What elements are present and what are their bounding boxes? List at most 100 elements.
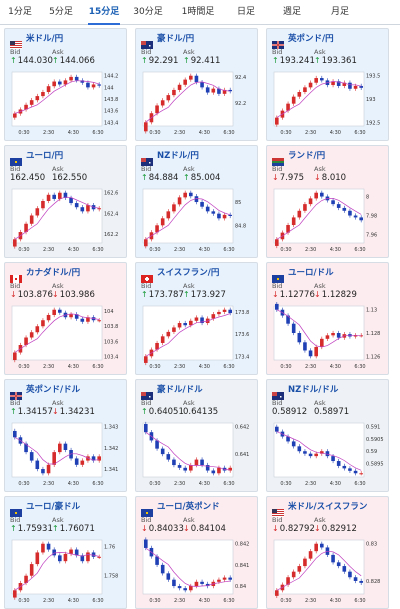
currency-pair-name[interactable]: 豪ドル/ドル bbox=[157, 385, 203, 395]
candle bbox=[205, 206, 210, 212]
x-tick-label: 4:30 bbox=[68, 481, 79, 487]
rate-card[interactable]: ユーロ/円 Bid Ask 162.450 162.550 162.6 162.4 162.2… bbox=[4, 145, 127, 258]
currency-pair-name[interactable]: NZドル/円 bbox=[157, 151, 199, 161]
ask-price: 0.64135 bbox=[183, 407, 218, 418]
rate-card[interactable]: ユーロ/ドル Bid Ask ↓1.12776 ↓1.12829 1.13 1.128 1.1… bbox=[266, 262, 389, 375]
rate-card[interactable]: 米ドル/円 Bid Ask ↑144.030 ↑144.066 144.2 144 143.8… bbox=[4, 28, 127, 141]
candle bbox=[189, 320, 193, 326]
flag-icon bbox=[10, 502, 22, 517]
rate-card[interactable]: 米ドル/スイスフラン Bid Ask ↓0.82792 ↓0.82912 0.83 0.82… bbox=[266, 496, 389, 609]
candle bbox=[211, 211, 216, 214]
rate-card[interactable]: ランド/円 Bid Ask ↓7.975 ↓8.010 8 7.98 7.96 0:30 2:30… bbox=[266, 145, 389, 258]
rate-card-header[interactable]: 英ポンド/円 bbox=[272, 32, 383, 49]
rate-card-header[interactable]: ユーロ/英ポンド bbox=[141, 500, 252, 517]
candle bbox=[24, 223, 28, 233]
tab-2[interactable]: 15分足 bbox=[82, 0, 126, 25]
rate-card-header[interactable]: 豪ドル/円 bbox=[141, 32, 252, 49]
candle bbox=[286, 225, 290, 233]
candle bbox=[320, 78, 324, 81]
tab-0[interactable]: 1分足 bbox=[8, 7, 32, 17]
tab-1[interactable]: 5分足 bbox=[49, 7, 73, 17]
chart-plot-area bbox=[273, 305, 365, 361]
price-chart: 85 84.8 0:30 2:30 4:30 6:30 bbox=[142, 188, 246, 253]
bid-ask-labels: Bid Ask bbox=[272, 282, 383, 290]
candle bbox=[172, 89, 176, 96]
currency-pair-name[interactable]: 米ドル/スイスフラン bbox=[288, 502, 368, 512]
x-tick-label: 4:30 bbox=[330, 130, 341, 136]
x-tick-label: 2:30 bbox=[174, 364, 185, 370]
rate-card-header[interactable]: スイスフラン/円 bbox=[141, 266, 252, 283]
bid-price: ↑144.030 bbox=[10, 56, 53, 67]
rate-card-header[interactable]: 豪ドル/ドル bbox=[141, 383, 252, 400]
candle bbox=[13, 113, 17, 118]
moving-average-line bbox=[276, 198, 362, 240]
candle bbox=[183, 323, 187, 326]
candle bbox=[183, 588, 187, 591]
currency-pair-name[interactable]: 豪ドル/円 bbox=[157, 34, 195, 44]
rate-card-header[interactable]: ユーロ/豪ドル bbox=[10, 500, 121, 517]
rate-card-header[interactable]: NZドル/ドル bbox=[272, 383, 383, 400]
rate-card-header[interactable]: カナダドル/円 bbox=[10, 266, 121, 283]
rate-card[interactable]: NZドル/ドル Bid Ask 0.58912 0.58971 0.591 0.5905 0.… bbox=[266, 379, 389, 492]
candle bbox=[63, 192, 68, 198]
price-row: ↑1.75931 ↑1.76071 bbox=[10, 524, 121, 535]
x-tick-label: 0:30 bbox=[280, 481, 291, 487]
candle bbox=[46, 543, 51, 550]
rate-card[interactable]: ユーロ/英ポンド Bid Ask ↓0.84033 ↓0.84104 0.842 0.841… bbox=[135, 496, 258, 609]
currency-pair-name[interactable]: ユーロ/豪ドル bbox=[26, 502, 81, 512]
bid-price: ↑193.241 bbox=[272, 56, 315, 67]
rate-card-header[interactable]: 英ポンド/ドル bbox=[10, 383, 121, 400]
rate-card[interactable]: 豪ドル/円 Bid Ask ↑92.291 ↑92.411 92.4 92.2 0:30 2:3… bbox=[135, 28, 258, 141]
candle bbox=[348, 82, 352, 89]
rate-card-header[interactable]: 米ドル/円 bbox=[10, 32, 121, 49]
bid-label: Bid bbox=[141, 48, 152, 56]
rate-card[interactable]: NZドル/円 Bid Ask ↑84.884 ↑85.004 85 84.8 0:30 2:30… bbox=[135, 145, 258, 258]
currency-pair-name[interactable]: 米ドル/円 bbox=[26, 34, 64, 44]
tab-4[interactable]: 1時間足 bbox=[181, 7, 215, 17]
x-tick-label: 6:30 bbox=[92, 481, 103, 487]
arrow-down-icon: ↓ bbox=[272, 290, 279, 299]
rate-card[interactable]: ユーロ/豪ドル Bid Ask ↑1.75931 ↑1.76071 1.76 1.758 0:… bbox=[4, 496, 127, 609]
candle bbox=[63, 80, 68, 85]
bid-value: 1.12776 bbox=[279, 290, 315, 300]
rate-card-header[interactable]: NZドル/円 bbox=[141, 149, 252, 166]
currency-pair-name[interactable]: ユーロ/ドル bbox=[288, 268, 334, 278]
candle bbox=[35, 326, 40, 333]
rate-card[interactable]: カナダドル/円 Bid Ask ↓103.876 ↓103.986 104 103.8 103… bbox=[4, 262, 127, 375]
currency-pair-name[interactable]: ユーロ/英ポンド bbox=[157, 502, 220, 512]
currency-pair-name[interactable]: スイスフラン/円 bbox=[157, 268, 220, 278]
rate-card[interactable]: 英ポンド/円 Bid Ask ↑193.241 ↑193.361 193.5 193 192.… bbox=[266, 28, 389, 141]
currency-pair-name[interactable]: 英ポンド/ドル bbox=[26, 385, 81, 395]
currency-pair-name[interactable]: ユーロ/円 bbox=[26, 151, 64, 161]
rate-card-header[interactable]: 米ドル/スイスフラン bbox=[272, 500, 383, 517]
tab-3[interactable]: 30分足 bbox=[133, 7, 163, 17]
ask-value: 173.927 bbox=[190, 290, 226, 300]
candle bbox=[13, 239, 17, 247]
rate-card-header[interactable]: ユーロ/円 bbox=[10, 149, 121, 166]
currency-pair-name[interactable]: NZドル/ドル bbox=[288, 385, 339, 395]
bid-ask-labels: Bid Ask bbox=[141, 282, 252, 290]
ask-value: 1.34231 bbox=[59, 407, 95, 417]
bid-value: 0.82792 bbox=[279, 524, 315, 534]
rate-card[interactable]: 豪ドル/ドル Bid Ask ↑0.64051 0.64135 0.642 0.641 0:3… bbox=[135, 379, 258, 492]
candle bbox=[46, 194, 51, 201]
candle bbox=[74, 203, 79, 208]
tab-6[interactable]: 週足 bbox=[282, 7, 301, 17]
rate-card[interactable]: スイスフラン/円 Bid Ask ↑173.787 ↑173.927 173.8 173.6… bbox=[135, 262, 258, 375]
rate-card-header[interactable]: ユーロ/ドル bbox=[272, 266, 383, 283]
currency-pair-name[interactable]: カナダドル/円 bbox=[26, 268, 81, 278]
price-row: ↑173.787 ↑173.927 bbox=[141, 290, 252, 301]
candle bbox=[222, 577, 227, 580]
tab-7[interactable]: 月足 bbox=[330, 7, 349, 17]
currency-pair-name[interactable]: 英ポンド/円 bbox=[288, 34, 334, 44]
rate-card[interactable]: 英ポンド/ドル Bid Ask ↑1.34157 ↓1.34231 1.343 1.342 1… bbox=[4, 379, 127, 492]
candle bbox=[13, 590, 17, 598]
currency-pair-name[interactable]: ランド/円 bbox=[288, 151, 326, 161]
y-tick-label: 0.828 bbox=[366, 579, 380, 585]
bid-label: Bid bbox=[141, 282, 152, 290]
rate-card-header[interactable]: ランド/円 bbox=[272, 149, 383, 166]
price-row: 0.58912 0.58971 bbox=[272, 407, 383, 418]
candle bbox=[348, 571, 352, 578]
bid-price: ↑0.64051 bbox=[141, 407, 184, 418]
tab-5[interactable]: 日足 bbox=[236, 7, 255, 17]
